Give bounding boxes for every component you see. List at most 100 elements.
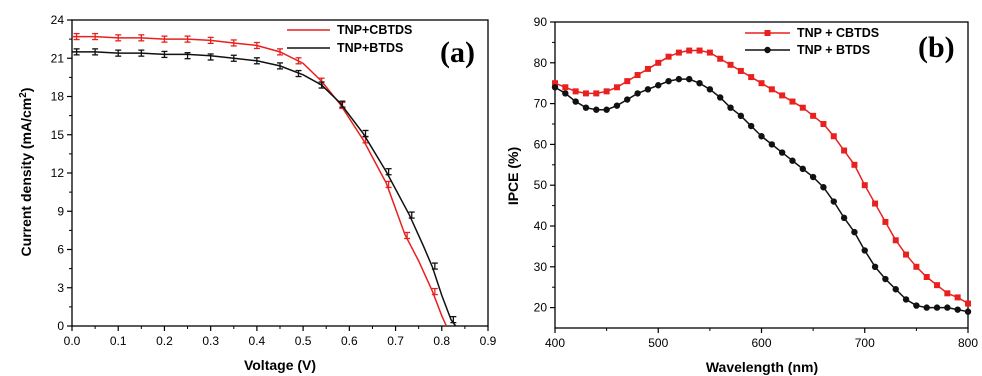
x-tick-group: 0.0 0.1 0.2 0.3 0.4 0.5 0.6 0.7 0.8 0.9 [64,326,497,348]
error-bar [184,35,191,43]
data-point [717,94,724,101]
data-point [696,80,703,87]
data-point [861,182,868,189]
data-point [841,147,848,154]
data-point [830,133,837,140]
x-tick-label: 0.3 [202,334,219,348]
data-point [944,304,951,311]
error-bar [161,50,168,59]
data-point [696,47,703,54]
x-tick-label: 0.9 [480,334,497,348]
series-group [551,47,972,315]
y-tick-label: 18 [51,90,65,104]
data-point [934,282,941,289]
panel-label: (a) [440,36,475,69]
error-bar [431,262,438,270]
x-tick-label: 700 [855,336,875,350]
y-tick-label: 9 [57,204,64,218]
data-point [851,161,858,168]
legend-marker-series-1 [764,30,771,36]
x-axis-title: Wavelength (nm) [706,359,818,375]
data-point [830,198,837,205]
y-tick-group: 20 30 40 50 60 70 80 90 [534,15,555,315]
data-point [706,49,713,56]
y-tick-label: 21 [51,51,65,65]
error-bar [73,48,80,56]
data-point [809,173,817,181]
x-axis-title: Voltage (V) [244,357,316,373]
y-tick-label: 30 [534,260,548,274]
series-line-1 [72,35,448,327]
x-tick-label: 0.2 [156,334,173,348]
data-point [933,304,941,311]
data-point [882,218,889,225]
error-bar [115,49,122,57]
y-tick-label: 90 [534,15,548,29]
data-point [747,122,755,130]
error-bar [253,57,260,65]
data-point [965,300,971,307]
data-point [954,294,961,301]
error-bar [138,34,145,42]
y-tick-label: 60 [534,137,548,151]
data-point [717,55,724,62]
data-point [727,104,734,111]
y-tick-label: 50 [534,178,548,192]
data-point [644,86,652,93]
error-bar [295,57,302,65]
data-point [923,304,930,311]
data-point [686,47,693,54]
data-point [923,274,930,280]
data-point [871,263,879,270]
data-point [758,80,765,87]
data-point [562,90,569,97]
data-point [778,149,786,156]
y-tick-label: 0 [57,319,64,333]
x-tick-label: 400 [545,336,565,350]
legend-marker-series-2 [764,46,771,54]
y-tick-label: 24 [51,13,65,27]
data-point [727,61,734,68]
y-tick-label: 6 [57,243,64,257]
error-bar [362,129,369,138]
x-tick-label: 500 [648,336,668,350]
data-point [779,92,786,99]
x-tick-label: 0.4 [249,334,266,348]
data-point [964,308,972,315]
error-bar [207,53,214,61]
data-point [892,237,899,244]
error-bar [92,48,99,56]
data-point [902,296,910,303]
error-bar [277,62,283,70]
error-bar [253,41,260,50]
data-point [758,133,765,140]
error-bar [450,315,457,324]
legend: TNP + CBTDS TNP + BTDS [745,26,879,57]
data-point [624,96,631,103]
data-point [686,75,693,83]
data-point [768,86,775,93]
data-point [913,263,920,270]
error-bar [230,39,237,47]
y-axis-title: IPCE (%) [505,147,521,205]
data-point [851,228,858,236]
error-bar [295,69,302,78]
data-point [582,90,589,97]
error-bar [385,168,392,176]
plot-frame [554,21,969,329]
data-point [613,84,620,91]
data-point [799,104,806,111]
error-bar [207,36,214,45]
legend-label-series-2: TNP+BTDS [337,41,403,55]
y-tick-label: 12 [51,166,65,180]
data-point [840,214,848,222]
error-bar [138,49,145,57]
data-point [634,90,641,97]
y-tick-label: 3 [57,281,64,295]
error-bar [184,52,191,60]
y-tick-label: 15 [51,128,65,142]
data-point [789,157,796,164]
error-bar [339,100,346,108]
data-point [675,49,682,56]
